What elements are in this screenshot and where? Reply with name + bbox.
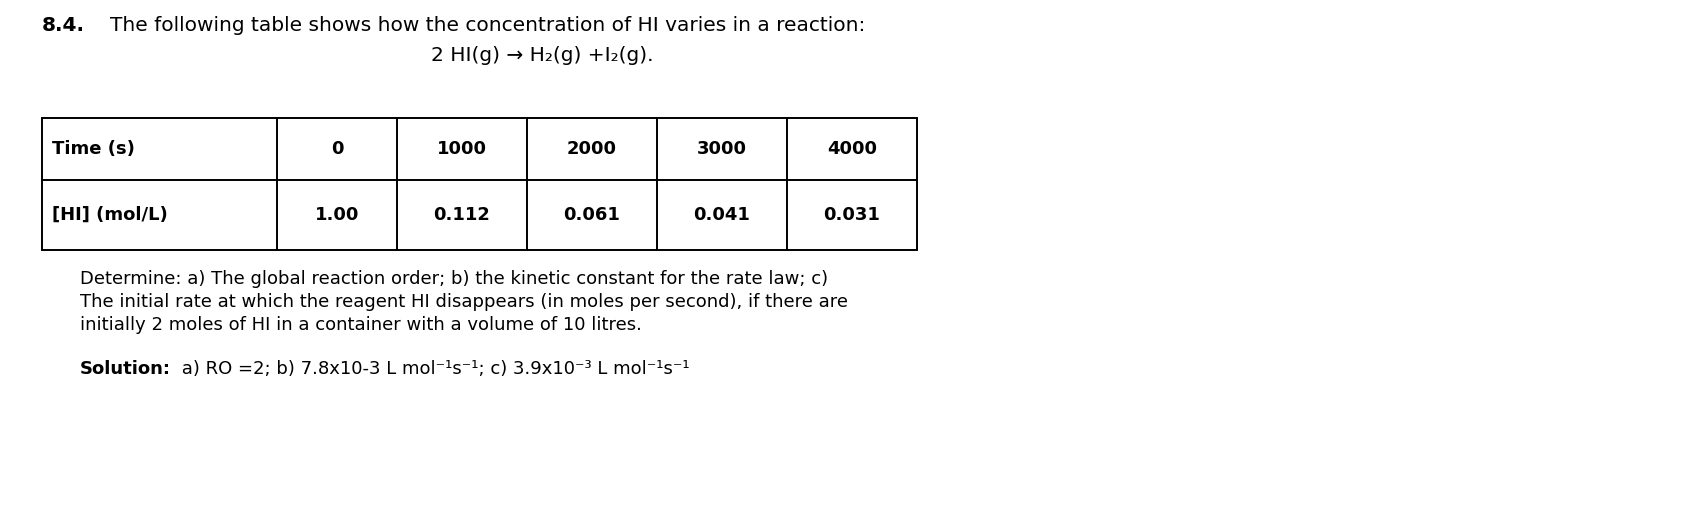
Text: 3000: 3000 [697, 140, 748, 158]
Text: The initial rate at which the reagent HI disappears (in moles per second), if th: The initial rate at which the reagent HI… [79, 293, 847, 311]
Text: 2 HI(g) → H₂(g) +I₂(g).: 2 HI(g) → H₂(g) +I₂(g). [430, 46, 653, 65]
Bar [42, 118, 917, 250]
Text: [HI] (mol/L): [HI] (mol/L) [52, 206, 167, 224]
Text: 0.112: 0.112 [434, 206, 491, 224]
Text: 0.041: 0.041 [694, 206, 751, 224]
Text: initially 2 moles of HI in a container with a volume of 10 litres.: initially 2 moles of HI in a container w… [79, 316, 641, 334]
Text: 4000: 4000 [827, 140, 878, 158]
Text: 0: 0 [331, 140, 343, 158]
Text: 0.031: 0.031 [824, 206, 881, 224]
Text: a) RO =2; b) 7.8x10-3 L mol⁻¹s⁻¹; c) 3.9x10⁻³ L mol⁻¹s⁻¹: a) RO =2; b) 7.8x10-3 L mol⁻¹s⁻¹; c) 3.9… [176, 360, 690, 378]
Text: Determine: a) The global reaction order; b) the kinetic constant for the rate la: Determine: a) The global reaction order;… [79, 270, 829, 288]
Text: Time (s): Time (s) [52, 140, 135, 158]
Text: 2000: 2000 [567, 140, 618, 158]
Text: 0.061: 0.061 [564, 206, 621, 224]
Text: 1000: 1000 [437, 140, 488, 158]
Text: 1.00: 1.00 [316, 206, 360, 224]
Text: 8.4.: 8.4. [42, 16, 84, 35]
Text: The following table shows how the concentration of HI varies in a reaction:: The following table shows how the concen… [110, 16, 866, 35]
Text: Solution:: Solution: [79, 360, 170, 378]
